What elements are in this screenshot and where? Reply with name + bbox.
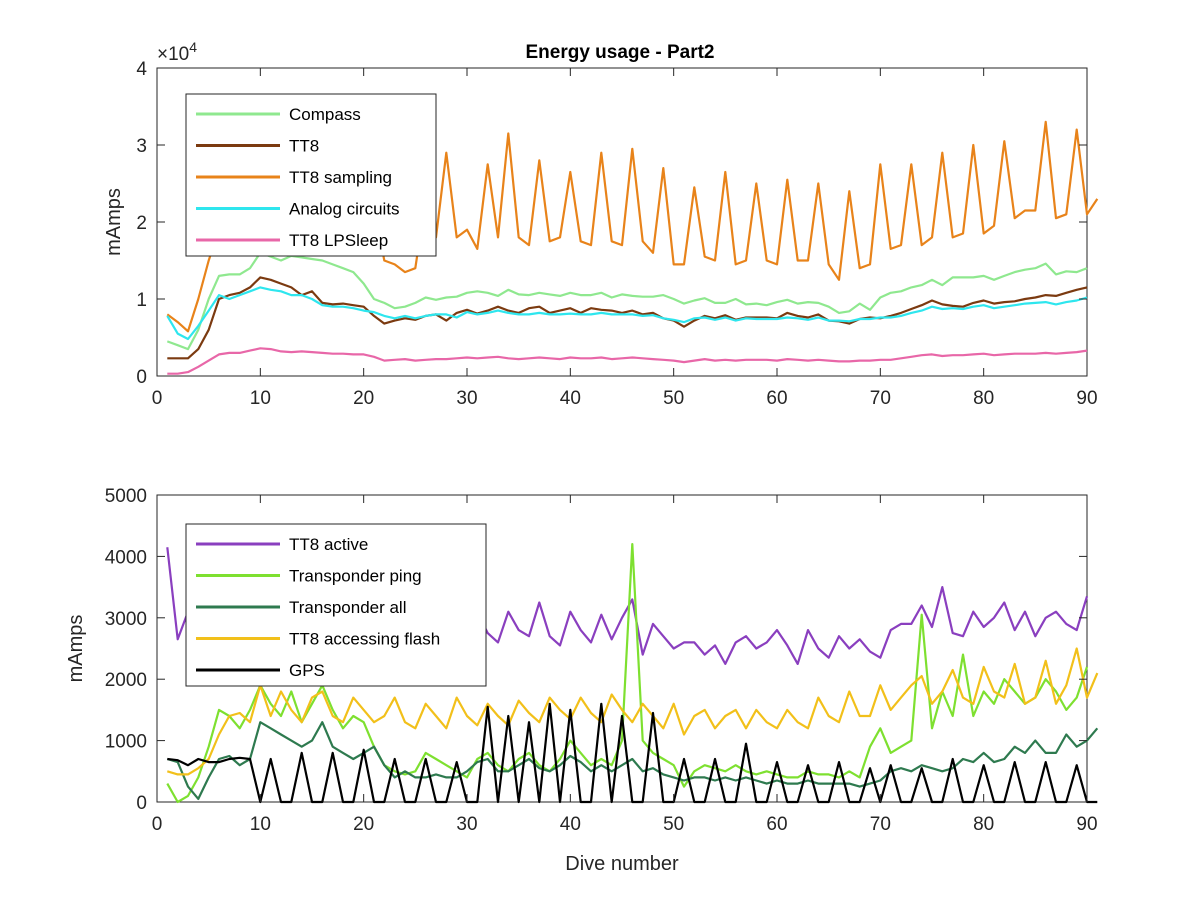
x-tick-label: 20 [353, 814, 374, 835]
y-tick-label: 5000 [105, 486, 147, 507]
y-tick-label: 1 [136, 290, 147, 311]
series-line-transponder-all [166, 721, 1099, 801]
bottom-subplot: 0 10 20 30 40 50 60 70 80 90 0 1000 2000 3000 4000 5000… [65, 486, 1099, 875]
legend-box [185, 523, 487, 687]
y-tick-label: 2 [136, 213, 147, 234]
x-tick-label: 30 [456, 814, 477, 835]
x-axis-label: Dive number [565, 853, 679, 875]
x-tick-label: 50 [663, 814, 684, 835]
y-tick-label: 1000 [105, 732, 147, 753]
x-tick-label: 0 [152, 814, 163, 835]
x-tick-label: 10 [250, 814, 271, 835]
y-tick-label: 4 [136, 59, 147, 80]
y-axis-label: mAmps [103, 188, 125, 256]
figure-title: Energy usage - Part2 [525, 42, 714, 63]
x-tick-label: 20 [353, 388, 374, 409]
legend: TT8 active Transponder ping Transponder al… [185, 523, 487, 687]
x-tick-label: 80 [973, 388, 994, 409]
legend-entry-gps: GPS [289, 661, 325, 680]
series-line-compass [166, 251, 1088, 351]
y-tick-label: 2000 [105, 670, 147, 691]
y-tick-label: 0 [136, 367, 147, 388]
legend-box [185, 93, 437, 257]
legend-entry-tt8-accessing-flash: TT8 accessing flash [289, 630, 440, 649]
legend-entry-analog-circuits: Analog circuits [289, 200, 400, 219]
x-tick-label: 90 [1076, 388, 1097, 409]
x-tick-label: 10 [250, 388, 271, 409]
x-tick-label: 70 [870, 814, 891, 835]
y-tick-label: 3000 [105, 609, 147, 630]
x-tick-label: 40 [560, 814, 581, 835]
x-tick-label: 80 [973, 814, 994, 835]
legend-entry-transponder-all: Transponder all [289, 598, 407, 617]
y-tick-label: 0 [136, 793, 147, 814]
series-line-analog-circuits [166, 286, 1088, 341]
top-subplot: 0 10 20 30 40 50 60 70 80 9001234×104mAmpsCompass… [103, 39, 1099, 409]
series-line-gps [167, 702, 1098, 804]
x-tick-label: 30 [456, 388, 477, 409]
x-tick-label: 90 [1076, 814, 1097, 835]
x-tick-label: 50 [663, 388, 684, 409]
legend-entry-tt8-sampling: TT8 sampling [289, 168, 392, 187]
legend-entry-transponder-ping: Transponder ping [289, 567, 422, 586]
legend: Compass TT8 TT8 sampling Analog circuits TT8… [185, 93, 437, 257]
series-group [166, 120, 1099, 375]
y-axis-label: mAmps [65, 615, 87, 683]
series-line-tt8-lpsleep [167, 347, 1088, 375]
x-tick-label: 0 [152, 388, 163, 409]
x-tick-label: 60 [766, 814, 787, 835]
legend-entry-tt8-lpsleep: TT8 LPSleep [289, 231, 388, 250]
legend-entry-tt8-active: TT8 active [289, 535, 368, 554]
series-line-transponder-ping [166, 542, 1089, 804]
series-line-tt8 [167, 276, 1088, 360]
x-tick-label: 70 [870, 388, 891, 409]
x-tick-label: 60 [766, 388, 787, 409]
x-tick-label: 40 [560, 388, 581, 409]
legend-entry-tt8: TT8 [289, 137, 319, 156]
series-line-tt8-accessing-flash [166, 647, 1099, 776]
y-tick-label: 3 [136, 136, 147, 157]
y-tick-label: 4000 [105, 547, 147, 568]
legend-entry-compass: Compass [289, 105, 361, 124]
